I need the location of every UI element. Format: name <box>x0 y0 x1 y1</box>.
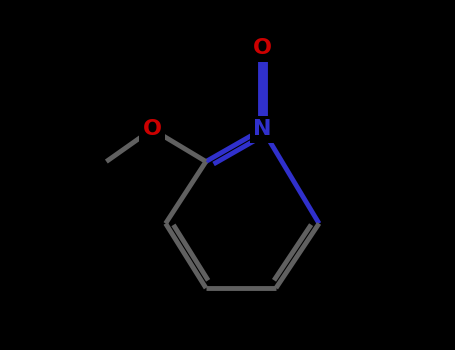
Text: N: N <box>253 119 272 139</box>
Text: O: O <box>253 38 272 58</box>
Text: O: O <box>142 119 162 139</box>
